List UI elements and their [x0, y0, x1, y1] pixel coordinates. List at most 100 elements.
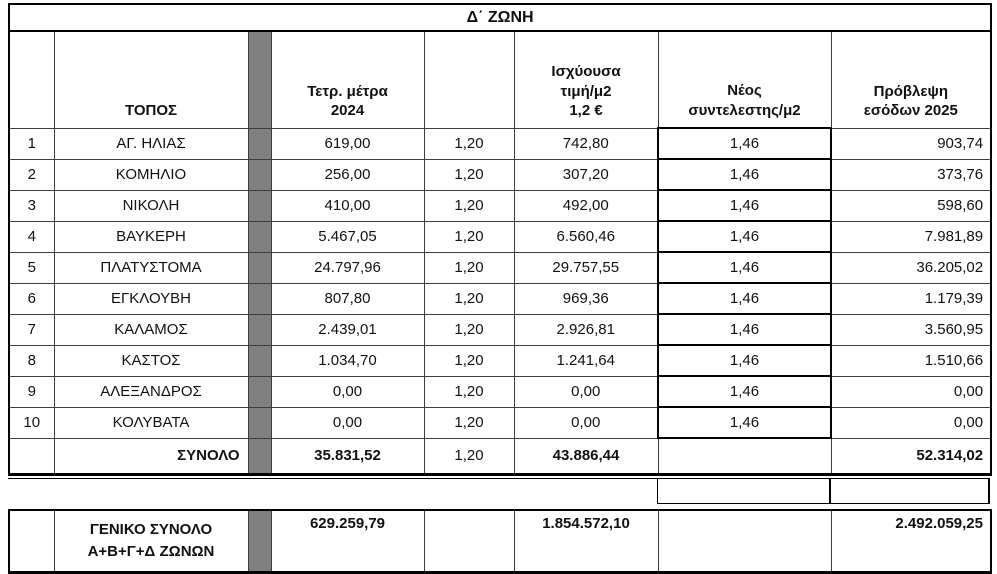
gray-separator-cell	[247, 375, 272, 408]
gray-separator-cell	[247, 220, 272, 253]
col-header-new-coef: Νέος συντελεστης/μ2	[657, 30, 832, 129]
gray-separator-cell	[247, 127, 272, 160]
cell-current: 492,00	[513, 189, 659, 222]
cell-place: ΕΓΚΛΟΥΒΗ	[53, 282, 249, 315]
totals-rate: 1,20	[423, 437, 515, 475]
double-rule	[8, 478, 990, 479]
cell-place: ΑΛΕΞΑΝΔΡΟΣ	[53, 375, 249, 408]
grand-total-sqm: 629.259,79	[270, 509, 425, 573]
cell-place: ΚΟΛΥΒΑΤΑ	[53, 406, 249, 439]
cell-coef: 1,46	[657, 313, 832, 346]
cell-sqm: 5.467,05	[270, 220, 425, 253]
totals-row: ΣΥΝΟΛΟ 35.831,52 1,20 43.886,44 52.314,0…	[8, 437, 992, 475]
col-header-forecast: Πρόβλεψη εσόδων 2025	[830, 30, 992, 129]
cell-current: 29.757,55	[513, 251, 659, 284]
cell-forecast: 0,00	[830, 375, 992, 408]
table-row: 5 ΠΛΑΤΥΣΤΟΜΑ 24.797,96 1,20 29.757,55 1,…	[8, 251, 992, 284]
cell-current: 307,20	[513, 158, 659, 191]
cell-current: 6.560,46	[513, 220, 659, 253]
cell-coef: 1,46	[657, 375, 832, 408]
cell-forecast: 36.205,02	[830, 251, 992, 284]
cell-coef: 1,46	[657, 251, 832, 284]
cell-rate: 1,20	[423, 375, 515, 408]
cell-forecast: 903,74	[830, 127, 992, 160]
cell-index: 1	[8, 127, 55, 160]
gray-separator-cell	[247, 313, 272, 346]
cell-coef: 1,46	[657, 344, 832, 377]
gray-separator-cell	[247, 344, 272, 377]
cell-sqm: 807,80	[270, 282, 425, 315]
cell-index: 3	[8, 189, 55, 222]
cell-coef: 1,46	[657, 127, 832, 160]
cell-rate: 1,20	[423, 406, 515, 439]
cell-rate: 1,20	[423, 282, 515, 315]
cell-forecast: 7.981,89	[830, 220, 992, 253]
table-row: 8 ΚΑΣΤΟΣ 1.034,70 1,20 1.241,64 1,46 1.5…	[8, 344, 992, 377]
table-row: 2 ΚΟΜΗΛΙΟ 256,00 1,20 307,20 1,46 373,76	[8, 158, 992, 191]
cell-forecast: 373,76	[830, 158, 992, 191]
zone-d-sheet: Δ΄ ΖΩΝΗ ΤΟΠΟΣ Τετρ. μέτρα 2024 Ισχύουσα …	[8, 3, 993, 574]
cell-place: ΠΛΑΤΥΣΤΟΜΑ	[53, 251, 249, 284]
gray-separator-cell	[247, 509, 272, 573]
gray-separator-cell	[247, 158, 272, 191]
gray-separator-cell	[247, 189, 272, 222]
cell-sqm: 0,00	[270, 375, 425, 408]
cell-rate: 1,20	[423, 127, 515, 160]
cell-place: ΝΙΚΟΛΗ	[53, 189, 249, 222]
gray-separator-cell	[247, 282, 272, 315]
cell-current: 2.926,81	[513, 313, 659, 346]
cell-forecast: 1.510,66	[830, 344, 992, 377]
cell-index	[8, 509, 55, 573]
header-row: ΤΟΠΟΣ Τετρ. μέτρα 2024 Ισχύουσα τιμή/μ2 …	[8, 30, 992, 129]
grand-total-current: 1.854.572,10	[513, 509, 659, 573]
cell-sqm: 410,00	[270, 189, 425, 222]
table-row: 9 ΑΛΕΞΑΝΔΡΟΣ 0,00 1,20 0,00 1,46 0,00	[8, 375, 992, 408]
cell-sqm: 0,00	[270, 406, 425, 439]
table-row: 10 ΚΟΛΥΒΑΤΑ 0,00 1,20 0,00 1,46 0,00	[8, 406, 992, 439]
gray-separator-cell	[247, 406, 272, 439]
col-header-rate	[423, 30, 515, 129]
table-row: 1 ΑΓ. ΗΛΙΑΣ 619,00 1,20 742,80 1,46 903,…	[8, 127, 992, 160]
table-row: 4 ΒΑΥΚΕΡΗ 5.467,05 1,20 6.560,46 1,46 7.…	[8, 220, 992, 253]
cell-place: ΑΓ. ΗΛΙΑΣ	[53, 127, 249, 160]
totals-label: ΣΥΝΟΛΟ	[53, 437, 249, 475]
cell-current: 1.241,64	[513, 344, 659, 377]
cell-index: 5	[8, 251, 55, 284]
totals-sqm: 35.831,52	[270, 437, 425, 475]
totals-current: 43.886,44	[513, 437, 659, 475]
cell-index: 9	[8, 375, 55, 408]
table-row: 6 ΕΓΚΛΟΥΒΗ 807,80 1,20 969,36 1,46 1.179…	[8, 282, 992, 315]
cell-index: 10	[8, 406, 55, 439]
grand-total-table: ΓΕΝΙΚΟ ΣΥΝΟΛΟ Α+Β+Γ+Δ ΖΩΝΩΝ 629.259,79 1…	[8, 509, 992, 574]
spacer-row	[8, 479, 990, 504]
cell-current: 0,00	[513, 375, 659, 408]
cell-index: 4	[8, 220, 55, 253]
cell-rate: 1,20	[423, 189, 515, 222]
cell-forecast: 598,60	[830, 189, 992, 222]
totals-forecast: 52.314,02	[830, 437, 992, 475]
cell-forecast: 0,00	[830, 406, 992, 439]
cell-current: 742,80	[513, 127, 659, 160]
table-row: 3 ΝΙΚΟΛΗ 410,00 1,20 492,00 1,46 598,60	[8, 189, 992, 222]
col-header-place: ΤΟΠΟΣ	[53, 30, 249, 129]
empty-boxed-cell	[830, 479, 990, 504]
grand-total-label: ΓΕΝΙΚΟ ΣΥΝΟΛΟ Α+Β+Γ+Δ ΖΩΝΩΝ	[53, 509, 249, 573]
cell-rate: 1,20	[423, 344, 515, 377]
gray-separator-cell	[247, 30, 272, 129]
cell-forecast: 3.560,95	[830, 313, 992, 346]
grand-total-forecast: 2.492.059,25	[830, 509, 992, 573]
cell-place: ΒΑΥΚΕΡΗ	[53, 220, 249, 253]
cell-sqm: 24.797,96	[270, 251, 425, 284]
empty-boxed-cell	[657, 479, 830, 504]
cell-sqm: 256,00	[270, 158, 425, 191]
cell-sqm: 1.034,70	[270, 344, 425, 377]
cell-sqm: 2.439,01	[270, 313, 425, 346]
cell-rate: 1,20	[423, 251, 515, 284]
cell-index: 8	[8, 344, 55, 377]
title-row: Δ΄ ΖΩΝΗ	[8, 3, 992, 32]
col-header-sqm: Τετρ. μέτρα 2024	[270, 30, 425, 129]
grand-total-row: ΓΕΝΙΚΟ ΣΥΝΟΛΟ Α+Β+Γ+Δ ΖΩΝΩΝ 629.259,79 1…	[8, 509, 992, 573]
cell-current: 969,36	[513, 282, 659, 315]
cell-coef: 1,46	[657, 282, 832, 315]
totals-coef-empty	[657, 437, 832, 475]
